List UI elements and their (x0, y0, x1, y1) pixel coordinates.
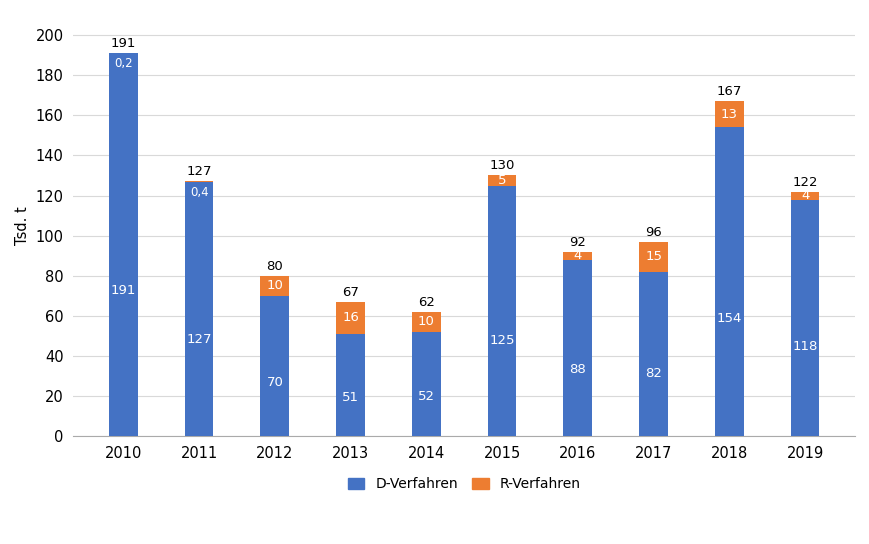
Text: 122: 122 (792, 176, 817, 189)
Text: 0,2: 0,2 (114, 57, 132, 70)
Text: 4: 4 (800, 189, 808, 202)
Text: 10: 10 (266, 279, 283, 292)
Bar (639, 272, 667, 436)
Text: 51: 51 (342, 391, 359, 404)
Text: 154: 154 (716, 312, 741, 325)
Bar (411, 312, 441, 332)
Bar (335, 334, 365, 436)
Bar (790, 191, 819, 200)
Text: 127: 127 (186, 333, 211, 346)
Text: 15: 15 (644, 250, 661, 263)
Bar (411, 332, 441, 436)
Legend: D-Verfahren, R-Verfahren: D-Verfahren, R-Verfahren (342, 472, 586, 497)
Bar (488, 176, 516, 186)
Text: 67: 67 (342, 286, 359, 299)
Text: 0,4: 0,4 (189, 186, 209, 199)
Text: 62: 62 (417, 296, 434, 309)
Text: 80: 80 (266, 260, 283, 273)
Text: 92: 92 (568, 236, 586, 249)
Text: 125: 125 (488, 335, 514, 348)
Text: 88: 88 (569, 363, 586, 376)
Bar (714, 127, 743, 436)
Text: 82: 82 (645, 367, 661, 380)
Bar (639, 242, 667, 272)
Text: 4: 4 (573, 249, 581, 262)
Bar (184, 182, 213, 436)
Y-axis label: Tsd. t: Tsd. t (15, 206, 30, 245)
Text: 127: 127 (186, 165, 211, 178)
Text: 13: 13 (720, 108, 737, 121)
Text: 52: 52 (417, 390, 434, 403)
Bar (563, 252, 592, 259)
Bar (488, 186, 516, 436)
Text: 16: 16 (342, 311, 359, 324)
Bar (260, 276, 289, 296)
Bar (260, 296, 289, 436)
Bar (335, 302, 365, 334)
Bar (563, 259, 592, 436)
Bar (184, 181, 213, 182)
Text: 130: 130 (489, 159, 514, 172)
Text: 10: 10 (417, 316, 434, 329)
Text: 167: 167 (716, 85, 741, 98)
Bar (714, 101, 743, 127)
Text: 96: 96 (645, 226, 661, 239)
Bar (109, 53, 137, 436)
Text: 191: 191 (110, 284, 136, 297)
Text: 5: 5 (497, 174, 506, 187)
Text: 118: 118 (792, 340, 817, 353)
Text: 191: 191 (110, 36, 136, 50)
Text: 70: 70 (266, 376, 283, 390)
Bar (790, 200, 819, 436)
